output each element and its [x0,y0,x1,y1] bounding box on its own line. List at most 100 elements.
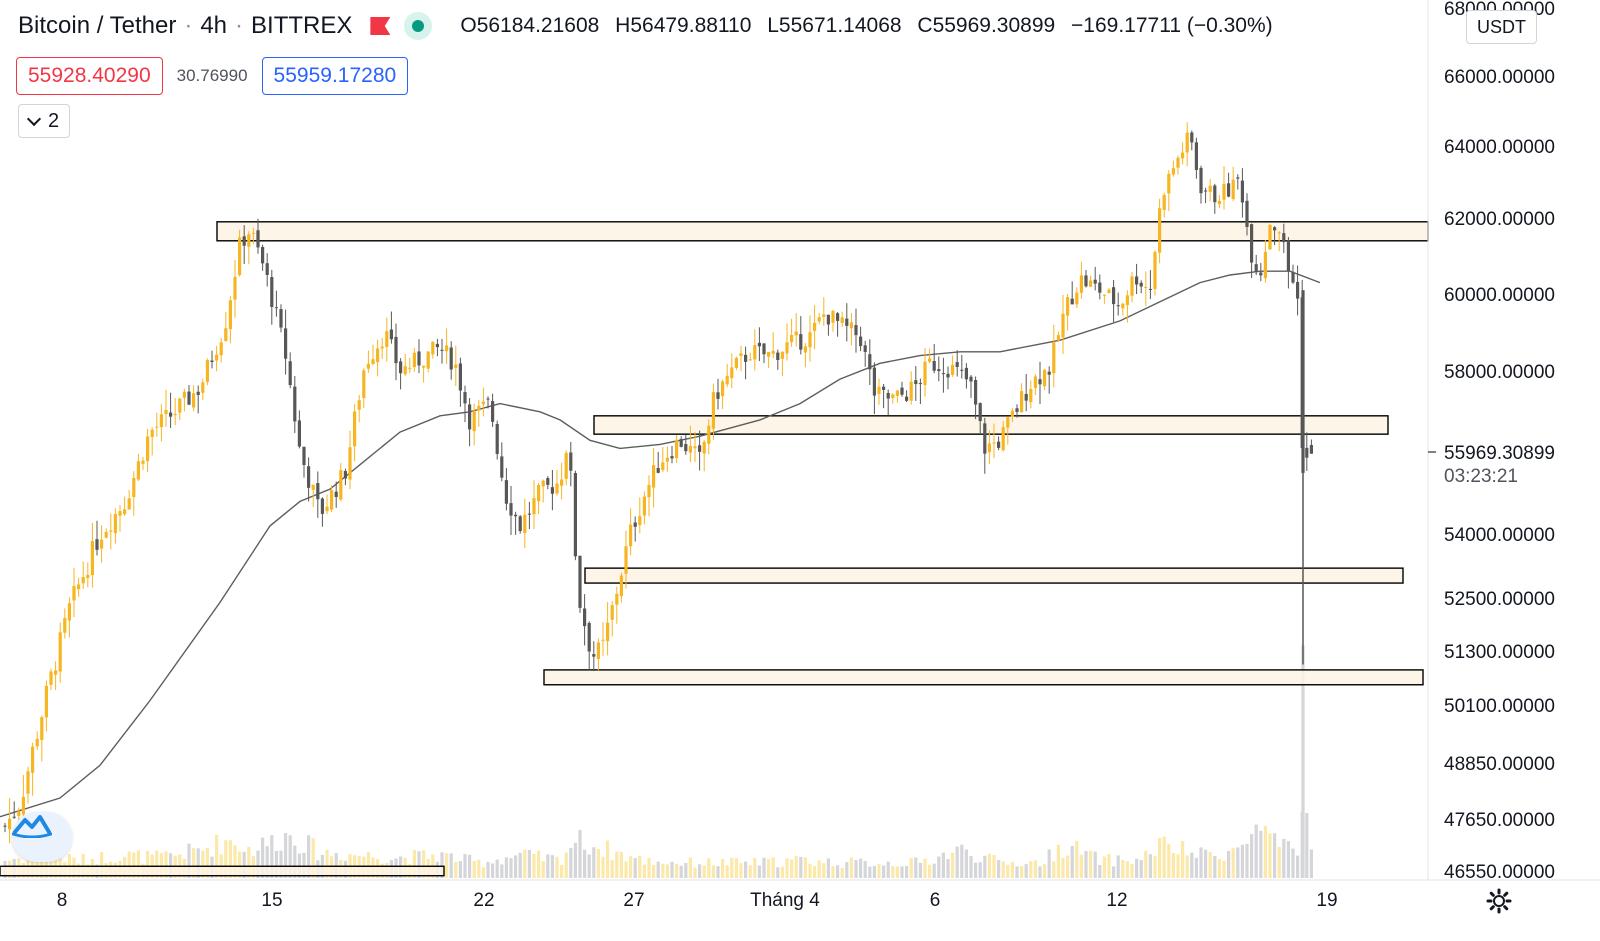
time-axis-labels[interactable]: 8 15 22 27 Tháng 4 6 12 19 [57,890,1338,911]
candle [941,357,945,393]
candle [81,561,85,589]
sell-button[interactable]: 55928.40290 [16,57,163,95]
candle [1089,275,1093,288]
volume-bar [946,859,950,878]
candle [527,501,531,530]
candle [1194,137,1198,179]
candle [90,522,94,588]
volume-bar [638,855,642,878]
candle [77,577,81,597]
candle-body [44,685,48,718]
volume-bar [1010,861,1014,878]
volume-bar [1240,844,1244,878]
candle [435,339,439,357]
volume-bar [909,857,913,878]
buy-button[interactable]: 55959.17280 [261,57,409,95]
candle [831,309,835,332]
candle [1217,195,1221,209]
candle [1250,223,1254,278]
market-status-icon[interactable] [404,12,433,40]
candle-body [1130,276,1134,296]
header-separator: · [184,12,193,39]
volume-bar [132,852,136,878]
volume-bar [1043,864,1047,878]
candle-body [1190,132,1194,143]
logo-mark [12,815,52,838]
tradingview-logo-icon[interactable] [12,812,72,862]
candle [1125,290,1129,323]
zone-rect [543,669,1424,686]
symbol-name[interactable]: Bitcoin / Tether [18,12,177,39]
candle [472,403,476,446]
candle-body [826,314,830,325]
candle-body [426,351,430,369]
volume-bar [1006,864,1010,878]
candle-body [389,329,393,340]
candle [205,358,209,386]
candle [1070,281,1074,305]
volume-bar [629,856,633,878]
volume-bar [293,845,297,878]
candle [1029,380,1033,409]
volume-bar [739,863,743,878]
candle [1102,294,1106,304]
candle-body [330,490,334,510]
candle-body [1047,371,1051,375]
candle [31,742,35,796]
candle-body [514,514,518,517]
candles [3,122,1313,844]
price-tick-label: 66000.00000 [1444,67,1555,88]
candle [136,453,140,482]
candle [49,668,53,690]
candle-body [95,539,99,550]
candle [555,469,559,496]
volume-bar [1199,847,1203,878]
volume-bar [422,850,426,878]
interval-label[interactable]: 4h [200,12,228,39]
symbol-header[interactable]: Bitcoin / Tether · 4h · BITTREX O56184.2… [18,12,1283,40]
indicators-toggle-button[interactable]: 2 [18,104,70,138]
candle-body [357,400,361,410]
volume-bar [481,867,485,878]
candle [201,378,205,400]
volume-bar [642,864,646,878]
volume-bar [454,861,458,878]
candle-body [1075,292,1079,305]
quote-panel[interactable]: 55928.40290 30.76990 55959.17280 [16,57,409,95]
volume-bar [1144,850,1148,878]
price-tick-label: 46550.00000 [1444,862,1555,883]
candle [389,311,393,344]
ohlc-values: O56184.21608 H56479.88110 L55671.14068 C… [460,14,1282,38]
gear-icon[interactable] [1486,888,1512,914]
candle [54,661,58,690]
candle-body [711,392,715,429]
candle [1213,183,1217,214]
candle-body [495,423,499,454]
candle [803,343,807,368]
candle [849,312,853,346]
volume-bar [366,851,370,878]
candle [141,456,145,471]
candle-body [1153,251,1157,290]
currency-button[interactable]: USDT [1466,10,1537,44]
candle-body [863,345,867,352]
volume-bar [302,852,306,878]
candle [1167,170,1171,212]
volume-bar [583,849,587,878]
volume-bar [509,858,513,878]
candle [836,312,840,337]
candle-body [1093,279,1097,284]
candle [964,363,968,389]
candle [270,269,274,325]
volume-bar [587,854,591,878]
candle [546,476,550,490]
volume-bar [1291,848,1295,878]
volume-bar [477,859,481,878]
flag-icon[interactable] [370,17,391,35]
volume-bar [647,857,651,878]
volume-bar [1190,852,1194,878]
candle [297,410,301,449]
volume-bar [1263,826,1267,878]
